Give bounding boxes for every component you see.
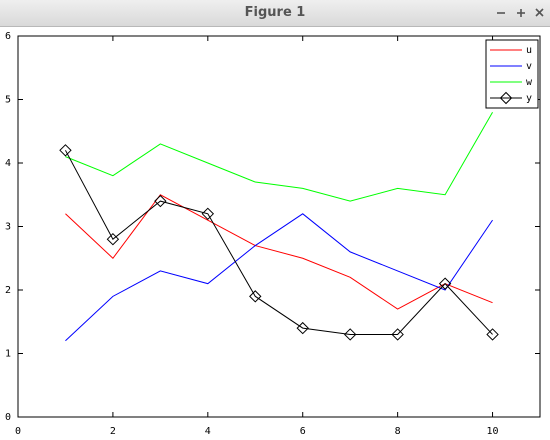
- y-tick-label: 1: [5, 349, 11, 360]
- x-tick-label: 6: [300, 426, 306, 437]
- x-tick-label: 2: [110, 426, 116, 437]
- x-tick-label: 0: [15, 426, 21, 437]
- y-tick-label: 0: [5, 412, 11, 423]
- legend-label: u: [526, 45, 532, 56]
- title-bar: Figure 1: [0, 0, 550, 27]
- legend-marker: [499, 91, 513, 105]
- y-tick-label: 3: [5, 222, 11, 233]
- marker: [154, 194, 167, 208]
- close-button[interactable]: [535, 8, 544, 17]
- marker: [343, 328, 357, 341]
- line: [65, 194, 493, 310]
- y-tick-label: 6: [5, 31, 11, 42]
- y-tick-label: 5: [5, 95, 11, 106]
- marker: [249, 290, 262, 303]
- x-tick-label: 8: [395, 426, 401, 437]
- marker: [296, 321, 309, 335]
- window-controls: [497, 8, 544, 17]
- marker: [106, 232, 120, 246]
- legend-label: w: [526, 77, 533, 88]
- x-tick-label: 4: [205, 426, 211, 437]
- maximize-button[interactable]: [517, 9, 525, 17]
- window-title: Figure 1: [244, 5, 306, 20]
- y-tick-label: 2: [5, 285, 11, 296]
- line: [65, 150, 493, 335]
- legend-box: [485, 39, 539, 109]
- marker: [486, 328, 499, 341]
- y-tick-label: 4: [5, 158, 11, 169]
- marker: [438, 277, 452, 290]
- legend-label: v: [526, 61, 532, 72]
- marker: [201, 207, 215, 221]
- plot-area: [17, 35, 541, 418]
- line: [65, 213, 493, 342]
- legend-label: y: [526, 93, 532, 104]
- marker: [59, 144, 72, 157]
- marker: [391, 328, 404, 341]
- x-tick-label: 10: [487, 426, 499, 437]
- line: [65, 111, 493, 202]
